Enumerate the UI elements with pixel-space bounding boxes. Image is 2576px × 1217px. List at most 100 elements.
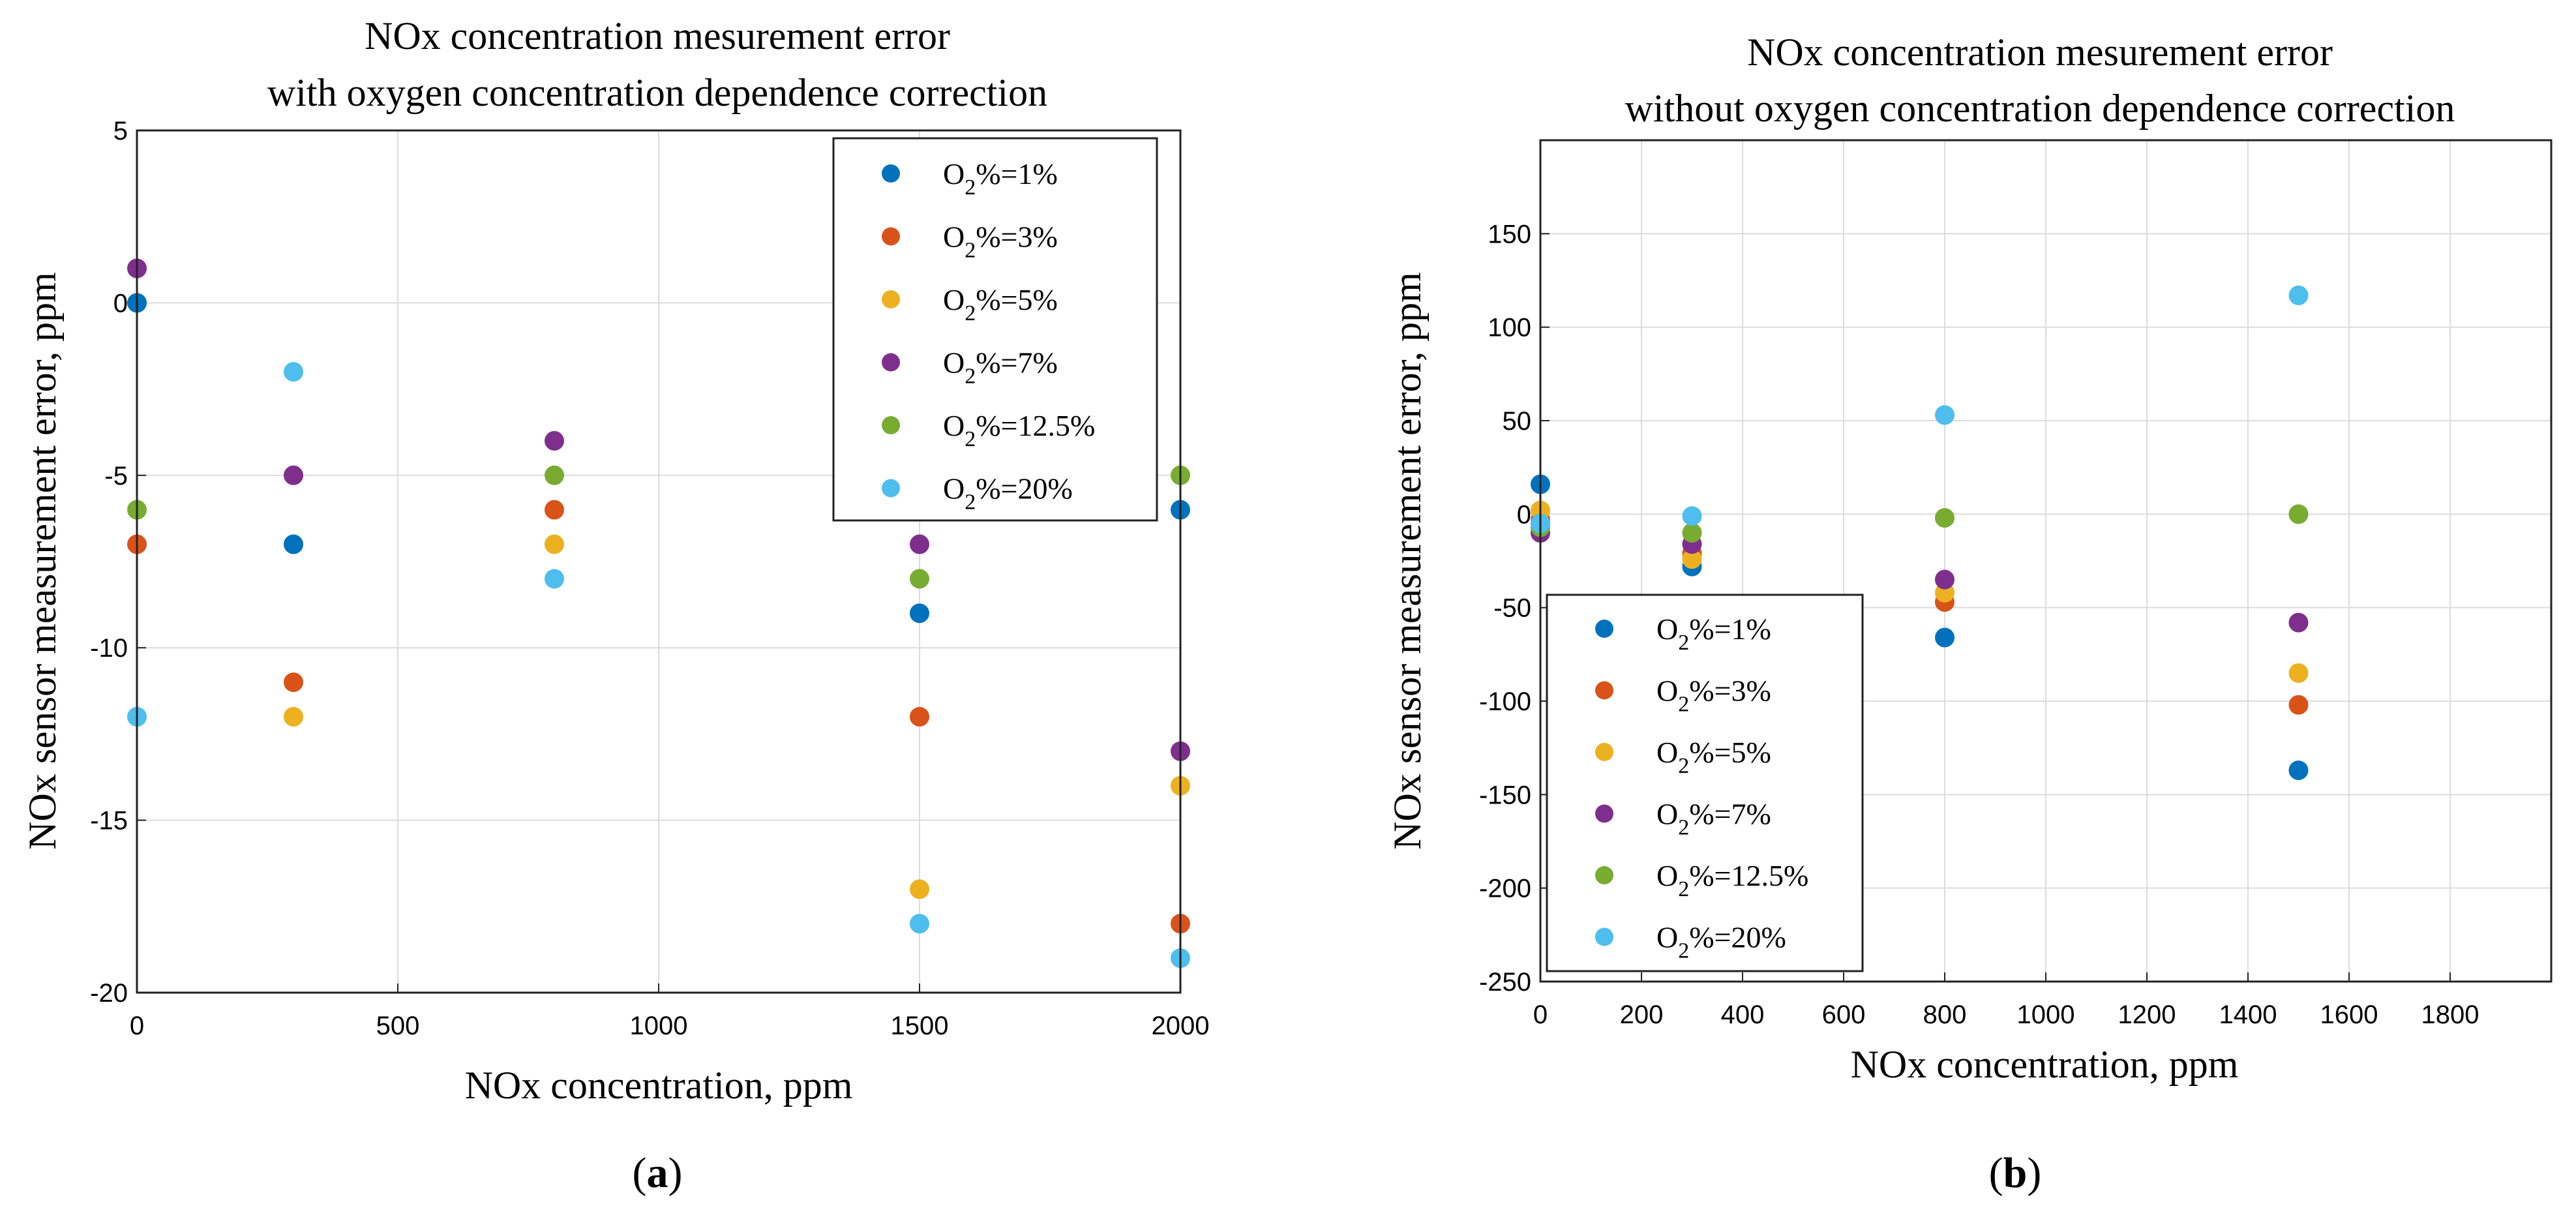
chart-a-legend-box — [832, 137, 1158, 522]
chart-a-point — [284, 534, 303, 554]
chart-a-point — [910, 603, 929, 624]
chart-b-panel-label: (b) — [1989, 1149, 2042, 1197]
chart-b-title-line-1: NOx concentration mesurement error — [1747, 31, 2333, 74]
chart-a-legend-label: O2%=1% — [943, 157, 1058, 200]
chart-b-x-tick-label: 1400 — [2219, 1000, 2277, 1029]
chart-b-y-tick-label: 0 — [1517, 500, 1531, 529]
chart-a-y-tick-label: -10 — [90, 634, 128, 663]
chart-a-title-line-1: NOx concentration mesurement error — [365, 14, 950, 57]
chart-b-points — [1531, 285, 2309, 781]
chart-b-legend-label: O2%=1% — [1656, 612, 1771, 655]
chart-b-y-tick-label: 100 — [1488, 314, 1531, 342]
chart-a-legend-marker — [882, 416, 900, 434]
chart-a-point — [910, 706, 929, 727]
chart-b-point — [1935, 569, 1954, 590]
chart-b-y-tick-label: -150 — [1479, 781, 1531, 809]
chart-b-x-tick-label: 1200 — [2118, 1000, 2176, 1029]
chart-a-point — [910, 914, 929, 934]
chart-a-legend-marker — [882, 227, 900, 246]
chart-b-y-tick-label: 50 — [1503, 407, 1532, 436]
chart-a-panel-label: (a) — [633, 1149, 683, 1197]
chart-a-x-axis-label: NOx concentration, ppm — [465, 1064, 853, 1107]
chart-a-point — [910, 569, 929, 589]
chart-a-y-tick-label: -20 — [90, 979, 128, 1008]
chart-a-x-tick-label: 2000 — [1152, 1012, 1210, 1040]
chart-a-legend-marker — [882, 290, 900, 308]
chart-b-point — [2288, 695, 2309, 715]
chart-b-y-axis-label: NOx sensor measurement error, ppm — [1386, 272, 1429, 850]
chart-b-y-tick-label: 150 — [1488, 220, 1531, 248]
chart-a-point — [284, 465, 303, 485]
chart-b-ticks: 0 200 400 600 800 1000 1200 1400 1600 1800-250-20… — [1479, 220, 2479, 1029]
chart-b-point — [2288, 663, 2309, 683]
chart-a-y-axis-label: NOx sensor measurement error, ppm — [21, 272, 64, 850]
chart-a-point — [910, 534, 929, 554]
chart-a-point — [545, 534, 564, 554]
chart-b-legend-marker — [1595, 620, 1613, 638]
chart-b-legend-label: O2%=12.5% — [1656, 859, 1808, 901]
chart-b-legend-label: O2%=5% — [1656, 736, 1771, 778]
chart-a-y-tick-label: -5 — [104, 462, 128, 490]
chart-b-legend: O2%=1% O2%=3% O2%=5% O2%=7% O2%=12.5% O2%=20% — [1546, 593, 1864, 972]
chart-b-point — [2288, 504, 2309, 524]
chart-a-point — [284, 672, 303, 693]
chart-b-legend-box — [1546, 593, 1864, 972]
chart-a-x-tick-label: 500 — [376, 1012, 420, 1040]
chart-a-legend-marker — [882, 479, 900, 498]
chart-b-legend-label: O2%=20% — [1656, 921, 1786, 963]
chart-a: NOx concentration mesurement error with … — [21, 14, 1209, 1197]
chart-b-y-tick-label: -50 — [1493, 594, 1531, 623]
chart-b-x-axis-label: NOx concentration, ppm — [1851, 1043, 2239, 1086]
chart-b-legend-marker — [1595, 927, 1613, 946]
chart-b-legend-label: O2%=3% — [1656, 674, 1771, 717]
chart-a-ticks: 0 500 1000 1500 2000 -20 -15 -10 -5 0 5 — [90, 117, 1209, 1040]
chart-b-x-tick-label: 400 — [1721, 1000, 1765, 1029]
chart-b-x-tick-label: 1000 — [2017, 1000, 2075, 1029]
chart-b-point — [1682, 506, 1702, 526]
chart-b-legend-items: O2%=1% O2%=3% O2%=5% O2%=7% O2%=12.5% O2%=20% — [1595, 612, 1808, 963]
chart-a-legend-label: O2%=12.5% — [943, 409, 1095, 451]
chart-a-y-tick-label: 0 — [113, 289, 128, 318]
chart-a-point — [545, 430, 564, 451]
chart-a-legend-label: O2%=7% — [943, 346, 1058, 389]
chart-a-point — [545, 500, 564, 520]
chart-b-legend-marker — [1595, 743, 1613, 761]
chart-a-legend-items: O2%=1% O2%=3% O2%=5% O2%=7% O2%=12.5% O2%=20% — [882, 157, 1095, 515]
chart-b-legend-marker — [1595, 804, 1613, 823]
chart-b-legend-marker — [1595, 866, 1613, 884]
chart-b-x-tick-label: 600 — [1822, 1000, 1866, 1029]
chart-a-x-tick-label: 1000 — [630, 1012, 688, 1040]
chart-a-plot-frame — [136, 129, 1182, 994]
chart-b-plot-frame — [1539, 139, 2553, 983]
chart-b-point — [2288, 285, 2309, 305]
chart-a-legend-marker — [882, 164, 900, 183]
chart-b-y-tick-label: -250 — [1479, 968, 1531, 997]
chart-b-y-tick-label: -100 — [1479, 687, 1531, 716]
chart-a-panel-letter: a — [647, 1149, 668, 1197]
chart-b-point — [1935, 627, 1954, 648]
chart-b-point — [1935, 405, 1954, 425]
chart-b-y-tick-label: -200 — [1479, 875, 1531, 903]
chart-b-point — [1935, 508, 1954, 528]
chart-a-legend-label: O2%=3% — [943, 220, 1058, 263]
chart-a-point — [284, 362, 303, 382]
chart-b-x-tick-label: 1800 — [2421, 1000, 2479, 1029]
chart-b-x-tick-label: 0 — [1533, 1000, 1548, 1029]
chart-a-legend-label: O2%=20% — [943, 472, 1073, 515]
chart-b: NOx concentration mesurement error witho… — [1386, 31, 2553, 1197]
chart-a-title-line-2: with oxygen concentration dependence cor… — [267, 71, 1047, 114]
chart-b-x-tick-label: 800 — [1923, 1000, 1967, 1029]
chart-a-point — [284, 706, 303, 727]
chart-b-x-tick-label: 1600 — [2320, 1000, 2378, 1029]
chart-a-x-tick-label: 0 — [130, 1012, 144, 1040]
chart-b-point — [2288, 612, 2309, 633]
chart-a-point — [545, 465, 564, 485]
chart-a-point — [910, 879, 929, 899]
chart-b-point — [1682, 523, 1702, 543]
chart-a-y-tick-label: -15 — [90, 807, 128, 835]
chart-a-y-tick-label: 5 — [113, 117, 128, 145]
chart-b-legend-label: O2%=7% — [1656, 798, 1771, 840]
chart-b-x-tick-label: 200 — [1620, 1000, 1664, 1029]
chart-b-panel-letter: b — [2003, 1149, 2028, 1197]
